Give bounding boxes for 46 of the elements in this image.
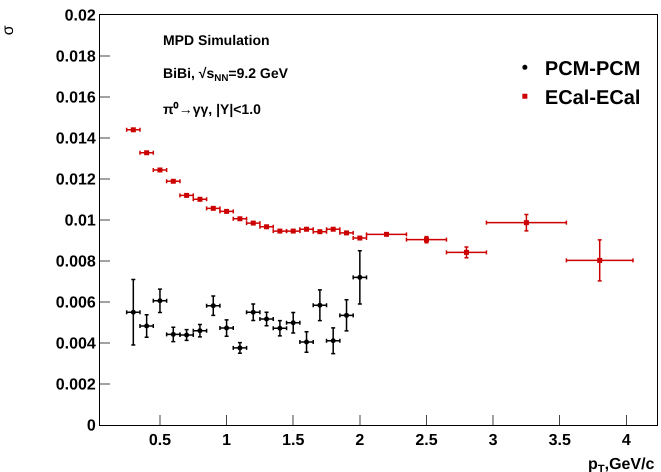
y-tick-label: 0.012	[56, 172, 96, 189]
point	[237, 345, 242, 350]
point	[524, 220, 529, 226]
y-tick-label: 0.008	[56, 254, 96, 271]
point	[464, 250, 469, 255]
point	[144, 323, 150, 328]
y-tick-label: 0.018	[56, 48, 96, 66]
point	[330, 338, 336, 344]
y-tick-label: 0.02	[64, 8, 96, 25]
point	[317, 302, 322, 308]
point	[304, 339, 310, 344]
y-tick-label: 0	[86, 418, 96, 435]
y-tick-label: 0.006	[56, 294, 96, 312]
x-tick-label: 1	[222, 432, 232, 450]
point	[184, 332, 190, 338]
x-tick-label: 4	[622, 432, 631, 450]
point	[210, 303, 216, 308]
x-axis-title: p$_{T}$,GeV/c	[588, 456, 655, 472]
point	[197, 328, 202, 334]
x-tick-label: 3.5	[548, 432, 571, 450]
legend-label: ECal-ECal	[544, 87, 640, 110]
x-tick-label: 1.5	[282, 432, 304, 450]
y-axis-title: σ	[0, 25, 17, 36]
point	[130, 310, 136, 315]
point	[224, 326, 230, 331]
annotation: MPD Simulation	[163, 32, 270, 48]
point	[357, 274, 362, 280]
x-tick-label: 2.5	[415, 432, 438, 450]
x-tick-label: 2	[355, 432, 364, 450]
y-tick-label: 0.016	[56, 90, 96, 107]
x-tick-label: 0.5	[148, 432, 172, 450]
y-tick-label: 0.004	[56, 336, 96, 353]
point	[170, 332, 176, 337]
annotation: π⁰→γγ, |Y|<1.0	[163, 101, 262, 118]
point	[597, 258, 602, 263]
legend-label: PCM-PCM	[544, 58, 640, 80]
y-tick-label: 0.014	[56, 130, 96, 148]
point	[344, 312, 350, 318]
point	[157, 298, 162, 304]
point	[250, 310, 256, 315]
y-tick-label: 0.002	[56, 376, 96, 394]
point	[290, 320, 296, 326]
point	[277, 326, 282, 331]
x-tick-label: 3	[488, 432, 498, 450]
annotation: BiBi, √s$_{NN}$=9.2 GeV	[163, 65, 289, 84]
y-tick-label: 0.01	[64, 212, 96, 230]
